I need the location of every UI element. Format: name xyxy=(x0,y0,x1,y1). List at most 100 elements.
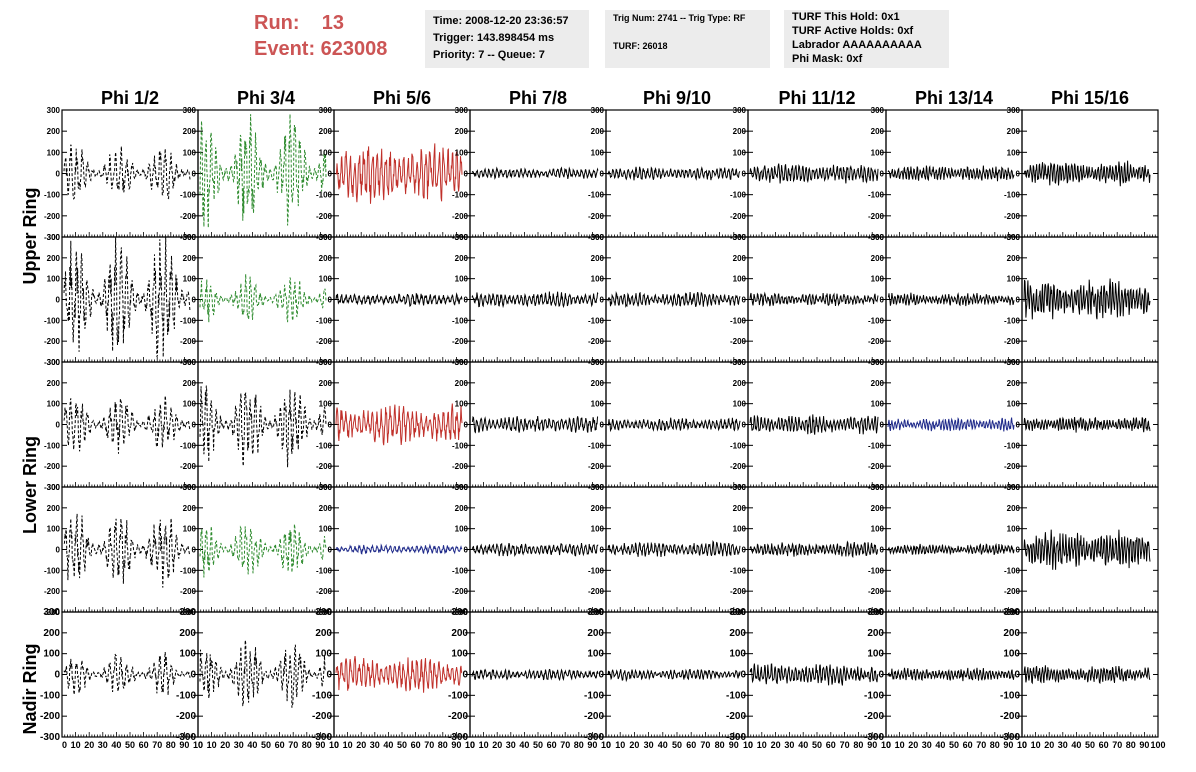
x-tick-label: 50 xyxy=(672,740,682,750)
waveform-panel-r4-c3: 300 200 100 0 -100 -200 -300 xyxy=(448,607,607,743)
y-tick-label: 100 xyxy=(591,275,605,284)
x-tick-label: 10 xyxy=(479,740,489,750)
waveform-panel-r4-c4: 300 200 100 0 -100 -200 -300 xyxy=(584,607,749,743)
x-tick-label: 50 xyxy=(397,740,407,750)
y-tick-label: 100 xyxy=(1007,275,1021,284)
y-tick-label: 100 xyxy=(591,400,605,409)
y-tick-label: 0 xyxy=(600,170,605,179)
y-tick-label: -100 xyxy=(316,566,333,575)
waveform-panel-r3-c0: 300 200 100 0 -100 -200 -300 xyxy=(44,483,199,617)
y-tick-label: 100 xyxy=(179,649,196,660)
waveform-trace xyxy=(887,165,1015,182)
x-tick-label: 0 xyxy=(62,740,67,750)
y-tick-label: 0 xyxy=(464,170,469,179)
y-tick-label: 100 xyxy=(1007,400,1021,409)
waveform-panel-r4-c1: 300 200 100 0 -100 -200 -300 xyxy=(176,607,335,743)
x-tick-label: 60 xyxy=(826,740,836,750)
y-tick-label: 200 xyxy=(315,628,332,639)
x-tick-label: 90 xyxy=(179,740,189,750)
y-tick-label: 300 xyxy=(47,106,61,115)
y-tick-label: -100 xyxy=(868,191,885,200)
x-tick-label: 10 xyxy=(601,740,611,750)
trigger-info-box: Trig Num: 2741 -- Trig Type: RF TURF: 26… xyxy=(605,10,770,68)
y-tick-label: 300 xyxy=(591,233,605,242)
y-tick-label: 300 xyxy=(319,106,333,115)
y-tick-label: 200 xyxy=(729,628,746,639)
y-tick-label: 100 xyxy=(455,525,469,534)
y-tick-label: 300 xyxy=(1007,233,1021,242)
y-tick-label: -100 xyxy=(44,566,61,575)
y-tick-label: 300 xyxy=(733,233,747,242)
y-tick-label: 200 xyxy=(591,254,605,263)
y-tick-label: -200 xyxy=(40,711,60,722)
x-tick-label: 90 xyxy=(451,740,461,750)
y-tick-label: 200 xyxy=(1007,379,1021,388)
y-tick-label: -100 xyxy=(176,690,196,701)
waveform-trace xyxy=(887,417,1015,432)
y-tick-label: -300 xyxy=(864,732,884,743)
turf-active-label: TURF Active Holds: 0xf xyxy=(792,25,914,37)
y-tick-label: 200 xyxy=(455,254,469,263)
x-tick-label: 0 xyxy=(198,740,203,750)
y-tick-label: 200 xyxy=(183,254,197,263)
y-tick-label: -100 xyxy=(588,191,605,200)
waveform-panel-r4-c2: 300 200 100 0 -100 -200 -300 xyxy=(312,607,471,743)
y-tick-label: 0 xyxy=(1016,296,1021,305)
y-tick-label: -100 xyxy=(180,566,197,575)
y-tick-label: 300 xyxy=(183,358,197,367)
x-tick-label: 50 xyxy=(949,740,959,750)
x-tick-label: 50 xyxy=(1085,740,1095,750)
x-tick-label: 10 xyxy=(743,740,753,750)
y-tick-label: 100 xyxy=(733,275,747,284)
waveform-panel-r4-c5: 300 200 100 0 -100 -200 -300 xyxy=(726,607,887,743)
y-tick-label: 0 xyxy=(192,546,197,555)
y-tick-label: -100 xyxy=(452,441,469,450)
x-tick-label: 30 xyxy=(784,740,794,750)
y-tick-label: 0 xyxy=(740,670,746,681)
y-tick-label: 300 xyxy=(591,358,605,367)
waveform-trace xyxy=(607,417,741,433)
y-tick-label: 200 xyxy=(591,379,605,388)
x-tick-label: 10 xyxy=(193,740,203,750)
x-tick-label: 20 xyxy=(1044,740,1054,750)
column-title-phi-5-6: Phi 5/6 xyxy=(372,88,432,108)
y-tick-label: 100 xyxy=(451,649,468,660)
y-tick-label: -200 xyxy=(316,212,333,221)
y-tick-label: 300 xyxy=(319,358,333,367)
x-tick-label: 80 xyxy=(574,740,584,750)
y-tick-label: 100 xyxy=(729,649,746,660)
x-tick-label: 40 xyxy=(658,740,668,750)
y-tick-label: -100 xyxy=(864,690,884,701)
y-tick-label: -100 xyxy=(730,191,747,200)
waveform-trace xyxy=(63,236,191,358)
y-tick-label: -300 xyxy=(312,732,332,743)
y-tick-label: 0 xyxy=(328,546,333,555)
run-event-info: Run: 13 Event: 623008 xyxy=(254,10,387,62)
y-tick-label: 300 xyxy=(43,607,60,618)
y-tick-label: -300 xyxy=(44,358,61,367)
waveform-trace xyxy=(335,656,463,693)
y-tick-label: 100 xyxy=(871,148,885,157)
x-tick-label: 60 xyxy=(547,740,557,750)
y-tick-label: -300 xyxy=(176,732,196,743)
y-tick-label: -200 xyxy=(730,462,747,471)
y-tick-label: 100 xyxy=(591,148,605,157)
x-tick-label: 70 xyxy=(152,740,162,750)
x-tick-label: 60 xyxy=(963,740,973,750)
x-tick-label: 90 xyxy=(1003,740,1013,750)
y-tick-label: 200 xyxy=(47,127,61,136)
y-tick-label: -200 xyxy=(180,212,197,221)
y-tick-label: 0 xyxy=(328,170,333,179)
y-tick-label: 100 xyxy=(319,400,333,409)
y-tick-label: -200 xyxy=(448,711,468,722)
